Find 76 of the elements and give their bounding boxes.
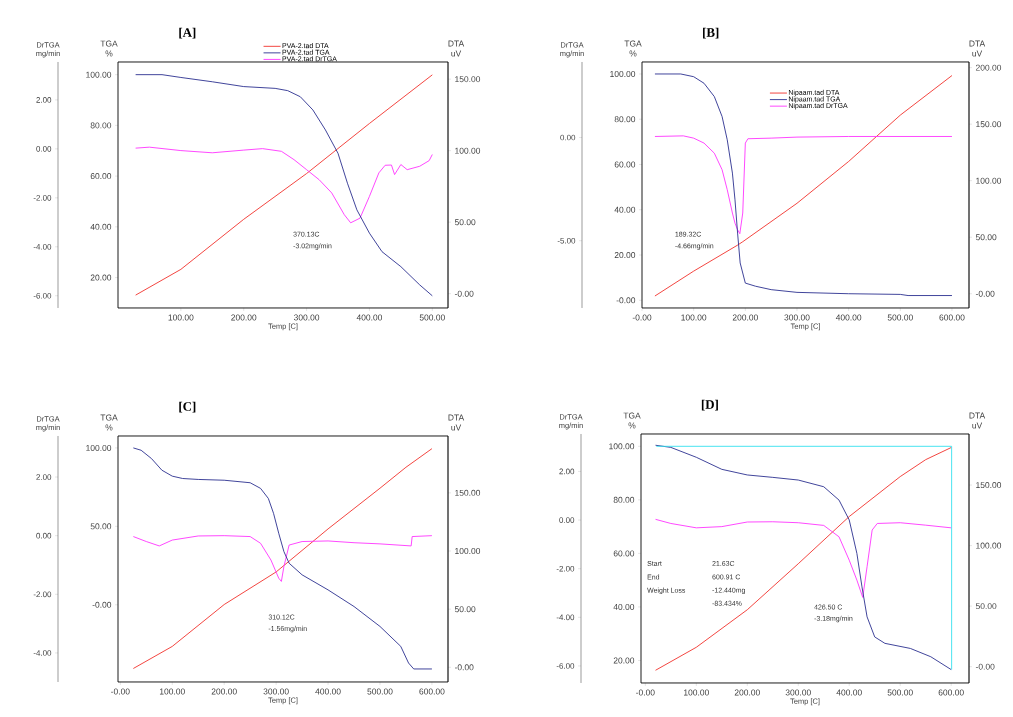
x-tick-label: -0.00 [632,314,652,321]
y-axis-title: TGA % [623,412,641,429]
x-tick-label: 600.00 [938,689,964,696]
x-tick-label: 100.00 [681,314,707,321]
y-axis-title: TGA % [100,414,118,431]
y2-axis-title: DTA uV [969,412,986,429]
x-tick-label: -0.00 [111,688,130,695]
x-tick-label: 500.00 [887,314,913,321]
y2-tick-label: 200.00 [975,64,1002,71]
x-tick-label: 200.00 [734,689,760,696]
x-tick-label: 500.00 [419,314,445,321]
x-tick-label: 200.00 [732,314,758,321]
y2-tick-label: -0.00 [454,664,474,671]
y2-tick-label: 100.00 [455,147,481,154]
y2-tick-label: 50.00 [975,234,997,241]
x-tick-label: 100.00 [159,688,185,695]
x-tick-label: 200.00 [231,314,257,321]
x-tick-label: 400.00 [356,314,383,321]
y2-tick-label: 100.00 [976,177,1002,184]
x-tick-label: 300.00 [263,688,289,695]
x-tick-label: 300.00 [784,314,810,321]
y-tick-label: 20.00 [613,657,635,664]
line-series [132,535,433,582]
y2-tick-label: 150.00 [976,121,1002,128]
x-tick-label: 500.00 [887,689,913,696]
y-tick-label: 40.00 [90,223,112,230]
x-tick-label: -0.00 [636,689,655,696]
chart-title: [B] [703,27,719,39]
line-series [135,146,433,224]
y-tick-label: -0.00 [92,601,112,608]
x-tick-label: 200.00 [211,688,237,695]
y-tick-label: 100.00 [610,70,636,77]
y-tick-label: 100.00 [609,443,635,450]
y-tick-label: 80.00 [614,116,636,123]
y-tick-label: 50.00 [90,523,112,530]
y2-tick-label: -0.00 [975,663,995,670]
x-tick-label: 500.00 [367,688,393,695]
y-tick-label: 60.00 [613,550,635,557]
y-tick-label: 60.00 [90,173,112,180]
chart-title: [A] [179,27,196,39]
x-tick-label: 400.00 [315,688,341,695]
x-tick-label: 600.00 [939,314,965,321]
y-tick-label: 40.00 [614,206,636,213]
y2-tick-label: 150.00 [455,489,481,496]
y-axis-title: TGA % [624,40,642,57]
x-tick-label: 100.00 [684,689,709,696]
y2-tick-label: 150.00 [455,76,481,83]
y2-tick-label: 50.00 [454,606,476,613]
y-tick-label: 100.00 [86,444,112,451]
y-tick-label: 80.00 [613,496,635,503]
y2-tick-label: 100.00 [976,542,1002,549]
y2-axis-title: DTA uV [448,414,465,431]
y2-axis-title: DTA uV [969,40,986,57]
x-tick-label: 600.00 [419,688,445,695]
x-tick-label: 400.00 [836,689,862,696]
y2-tick-label: 100.00 [455,548,481,555]
y-tick-label: 100.00 [86,71,112,78]
y-tick-label: 80.00 [90,122,112,129]
y-tick-label: 20.00 [90,274,112,281]
x-tick-label: 300.00 [293,314,320,321]
y-tick-label: -0.00 [616,297,636,304]
y2-axis-title: DTA uV [448,40,465,57]
x-tick-label: 100.00 [168,314,194,321]
y-tick-label: 40.00 [613,603,635,610]
y2-tick-label: 50.00 [975,603,997,610]
y2-tick-label: -0.00 [975,290,995,297]
y2-tick-label: -0.00 [454,290,474,297]
y-axis-title: TGA % [100,40,118,57]
x-tick-label: 400.00 [835,314,862,321]
y-tick-label: 60.00 [614,161,636,168]
y-tick-label: 20.00 [614,252,636,259]
y2-tick-label: 50.00 [454,219,476,226]
y2-tick-label: 150.00 [976,482,1002,489]
chart-title: [C] [179,401,196,413]
chart-title: [D] [701,399,718,411]
x-tick-label: 300.00 [785,689,811,696]
